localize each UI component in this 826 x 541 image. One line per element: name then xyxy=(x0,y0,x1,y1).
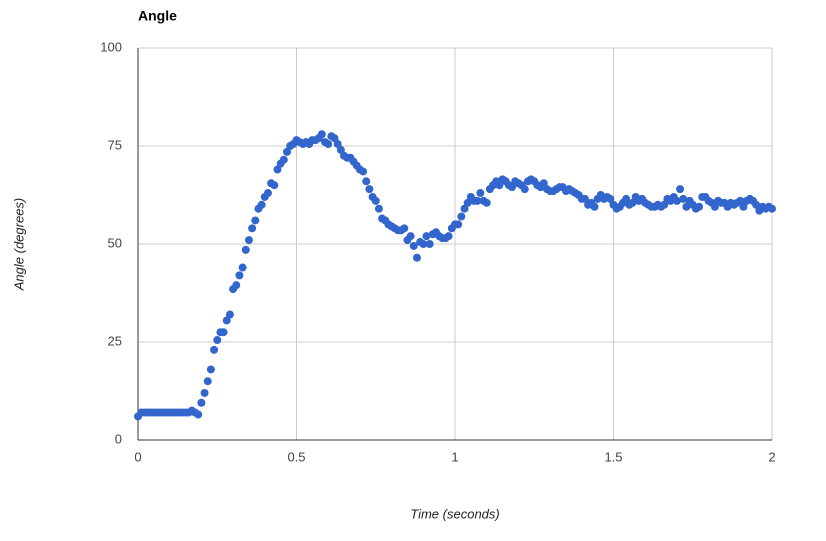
point xyxy=(473,196,482,205)
point xyxy=(463,198,472,207)
point xyxy=(241,245,250,254)
point xyxy=(460,204,469,213)
point xyxy=(682,202,691,211)
point xyxy=(235,271,244,280)
point xyxy=(270,181,279,190)
point xyxy=(454,220,463,229)
point xyxy=(371,196,380,205)
y-tick-label: 75 xyxy=(108,137,122,152)
point xyxy=(622,194,631,203)
point xyxy=(739,202,748,211)
point xyxy=(374,204,383,213)
point xyxy=(400,224,409,233)
x-tick-label: 0.5 xyxy=(287,449,305,464)
point xyxy=(606,194,615,203)
point xyxy=(273,165,282,174)
point xyxy=(222,316,231,325)
point xyxy=(580,194,589,203)
point xyxy=(695,202,704,211)
point xyxy=(628,198,637,207)
point xyxy=(425,240,434,248)
point xyxy=(457,212,466,221)
point xyxy=(508,183,517,192)
point xyxy=(422,232,431,241)
point xyxy=(225,310,234,319)
x-tick-label: 1 xyxy=(451,449,458,464)
y-tick-label: 50 xyxy=(108,235,122,250)
point xyxy=(232,281,241,290)
point xyxy=(736,196,745,205)
point xyxy=(244,236,253,245)
point xyxy=(660,200,669,209)
point xyxy=(324,140,333,149)
chart-title: Angle xyxy=(138,8,177,24)
point xyxy=(362,177,371,186)
x-tick-label: 0 xyxy=(134,449,141,464)
point xyxy=(495,181,504,190)
point xyxy=(219,328,228,337)
point xyxy=(336,145,345,154)
point xyxy=(203,377,212,386)
x-tick-label: 1.5 xyxy=(604,449,622,464)
point xyxy=(444,232,453,241)
point xyxy=(210,345,219,354)
point xyxy=(330,134,339,143)
point xyxy=(679,194,688,203)
point xyxy=(206,365,215,374)
point xyxy=(710,202,719,211)
point xyxy=(197,398,206,407)
point xyxy=(213,336,222,345)
point xyxy=(520,185,529,194)
y-axis-title: Angle (degrees) xyxy=(11,198,26,292)
point xyxy=(365,185,374,194)
point xyxy=(251,216,260,225)
point xyxy=(257,200,266,209)
point xyxy=(238,263,247,272)
point xyxy=(248,224,257,233)
y-tick-label: 0 xyxy=(115,431,122,446)
point xyxy=(476,189,485,198)
point xyxy=(282,147,291,156)
x-tick-label: 2 xyxy=(768,449,775,464)
point xyxy=(279,155,288,164)
point xyxy=(752,200,761,209)
point xyxy=(317,130,326,139)
point xyxy=(672,196,681,205)
point xyxy=(768,204,776,213)
point xyxy=(412,253,421,262)
point xyxy=(409,241,418,250)
y-tick-label: 25 xyxy=(108,333,122,348)
x-axis-title: Time (seconds) xyxy=(410,506,499,521)
point xyxy=(200,388,209,397)
point xyxy=(406,232,415,241)
point xyxy=(359,167,368,176)
point xyxy=(419,240,428,248)
point xyxy=(333,140,342,149)
point xyxy=(194,410,203,419)
point xyxy=(263,189,272,198)
point xyxy=(539,179,548,188)
point xyxy=(482,198,491,207)
point xyxy=(676,185,685,194)
point xyxy=(590,202,599,211)
y-tick-label: 100 xyxy=(100,39,122,54)
